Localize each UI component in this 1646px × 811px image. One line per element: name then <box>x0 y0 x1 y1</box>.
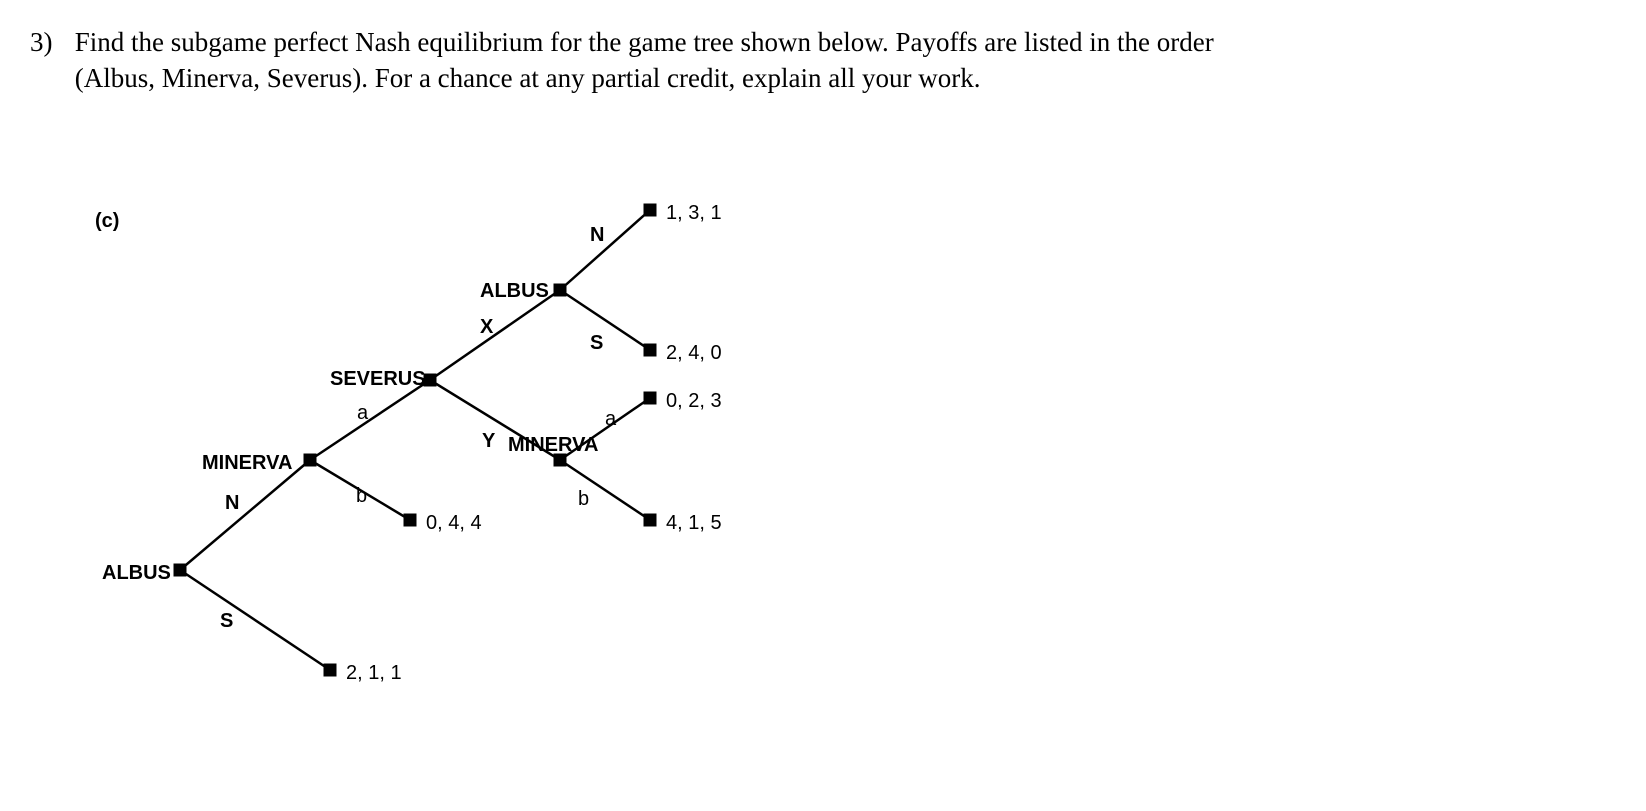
payoff-minr-b: 4, 1, 5 <box>666 512 722 535</box>
question-number: 3) <box>30 24 68 60</box>
edge-label-min-b: b <box>356 485 367 508</box>
figure-label: (c) <box>95 210 119 233</box>
edge-label-min-a: a <box>357 402 368 425</box>
edge-label-sev-X: X <box>480 316 493 339</box>
payoff-alb-N: 1, 3, 1 <box>666 202 722 225</box>
question-block: 3) Find the subgame perfect Nash equilib… <box>30 24 1620 97</box>
question-text: Find the subgame perfect Nash equilibriu… <box>75 24 1615 97</box>
question-line-2: (Albus, Minerva, Severus). For a chance … <box>75 63 981 93</box>
node-label-minerva-left: MINERVA <box>202 452 292 475</box>
question-line-1: Find the subgame perfect Nash equilibriu… <box>75 27 1214 57</box>
edge-label-alb-N: N <box>590 224 604 247</box>
tree-svg <box>80 180 800 740</box>
edge-label-alb-S: S <box>590 332 603 355</box>
edge-label-sev-Y: Y <box>482 430 495 453</box>
node-label-albus-root: ALBUS <box>102 562 171 585</box>
edge-label-minr-b: b <box>578 488 589 511</box>
payoff-alb-S: 2, 4, 0 <box>666 342 722 365</box>
node-label-albus-top: ALBUS <box>480 280 549 303</box>
payoff-min-b: 0, 4, 4 <box>426 512 482 535</box>
node-label-severus: SEVERUS <box>330 368 426 391</box>
payoff-root-S: 2, 1, 1 <box>346 662 402 685</box>
edge-label-root-N: N <box>225 492 239 515</box>
edge-label-root-S: S <box>220 610 233 633</box>
page: 3) Find the subgame perfect Nash equilib… <box>0 0 1646 811</box>
node-label-minerva-right: MINERVA <box>508 434 598 457</box>
edge-label-minr-a: a <box>605 408 616 431</box>
game-tree: (c) ALBUS MINERVA SEVERUS ALBUS MINERVA … <box>80 180 800 740</box>
payoff-minr-a: 0, 2, 3 <box>666 390 722 413</box>
